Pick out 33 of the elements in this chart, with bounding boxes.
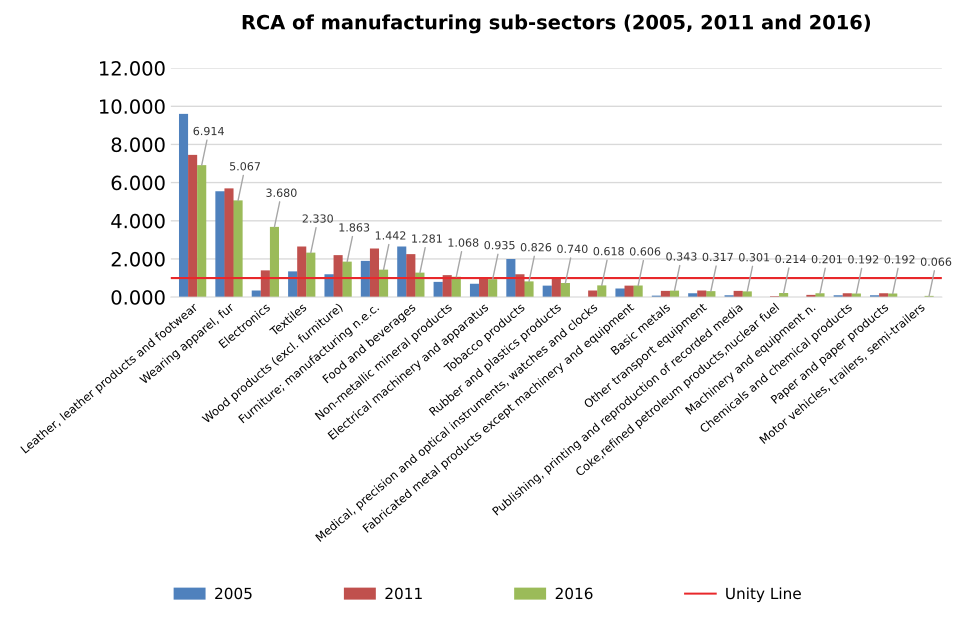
data-label: 2.330 — [302, 214, 333, 223]
legend-label: Unity Line — [726, 587, 801, 602]
y-tick-label: 10.000 — [100, 99, 165, 114]
data-label: 0.618 — [594, 246, 624, 256]
data-label: 0.606 — [630, 247, 660, 256]
data-label: 1.281 — [412, 234, 442, 243]
legend-label: 2016 — [556, 588, 592, 600]
y-tick-label: 12.000 — [100, 61, 165, 76]
data-label: 0.826 — [520, 243, 552, 252]
y-tick-label: 6.000 — [112, 176, 165, 190]
data-label: 3.680 — [266, 188, 297, 197]
y-tick-label: 0.000 — [112, 290, 165, 305]
data-label: 0.317 — [702, 252, 733, 262]
data-label: 0.192 — [884, 255, 914, 264]
data-label: 0.343 — [666, 252, 696, 261]
data-label: 0.740 — [557, 244, 588, 254]
y-tick-label: 8.000 — [112, 137, 165, 152]
chart-title: RCA of manufacturing sub-sectors (2005, 2011 and 2016) — [242, 14, 870, 34]
data-label: 0.201 — [812, 254, 842, 264]
data-label: 0.214 — [775, 254, 806, 264]
data-label: 1.068 — [448, 238, 478, 247]
data-label: 0.301 — [739, 253, 770, 262]
y-tick-label: 2.000 — [112, 252, 165, 267]
data-label: 6.914 — [194, 126, 224, 136]
y-tick-label: 4.000 — [111, 214, 165, 228]
data-label: 0.935 — [484, 240, 515, 250]
legend-label: 2011 — [385, 588, 422, 600]
legend-label: 2005 — [215, 588, 252, 600]
data-label: 1.863 — [339, 223, 370, 232]
data-label: 0.066 — [920, 258, 952, 266]
data-label: 5.067 — [230, 162, 260, 170]
data-label: 0.192 — [848, 255, 878, 264]
data-label: 1.442 — [376, 231, 406, 240]
